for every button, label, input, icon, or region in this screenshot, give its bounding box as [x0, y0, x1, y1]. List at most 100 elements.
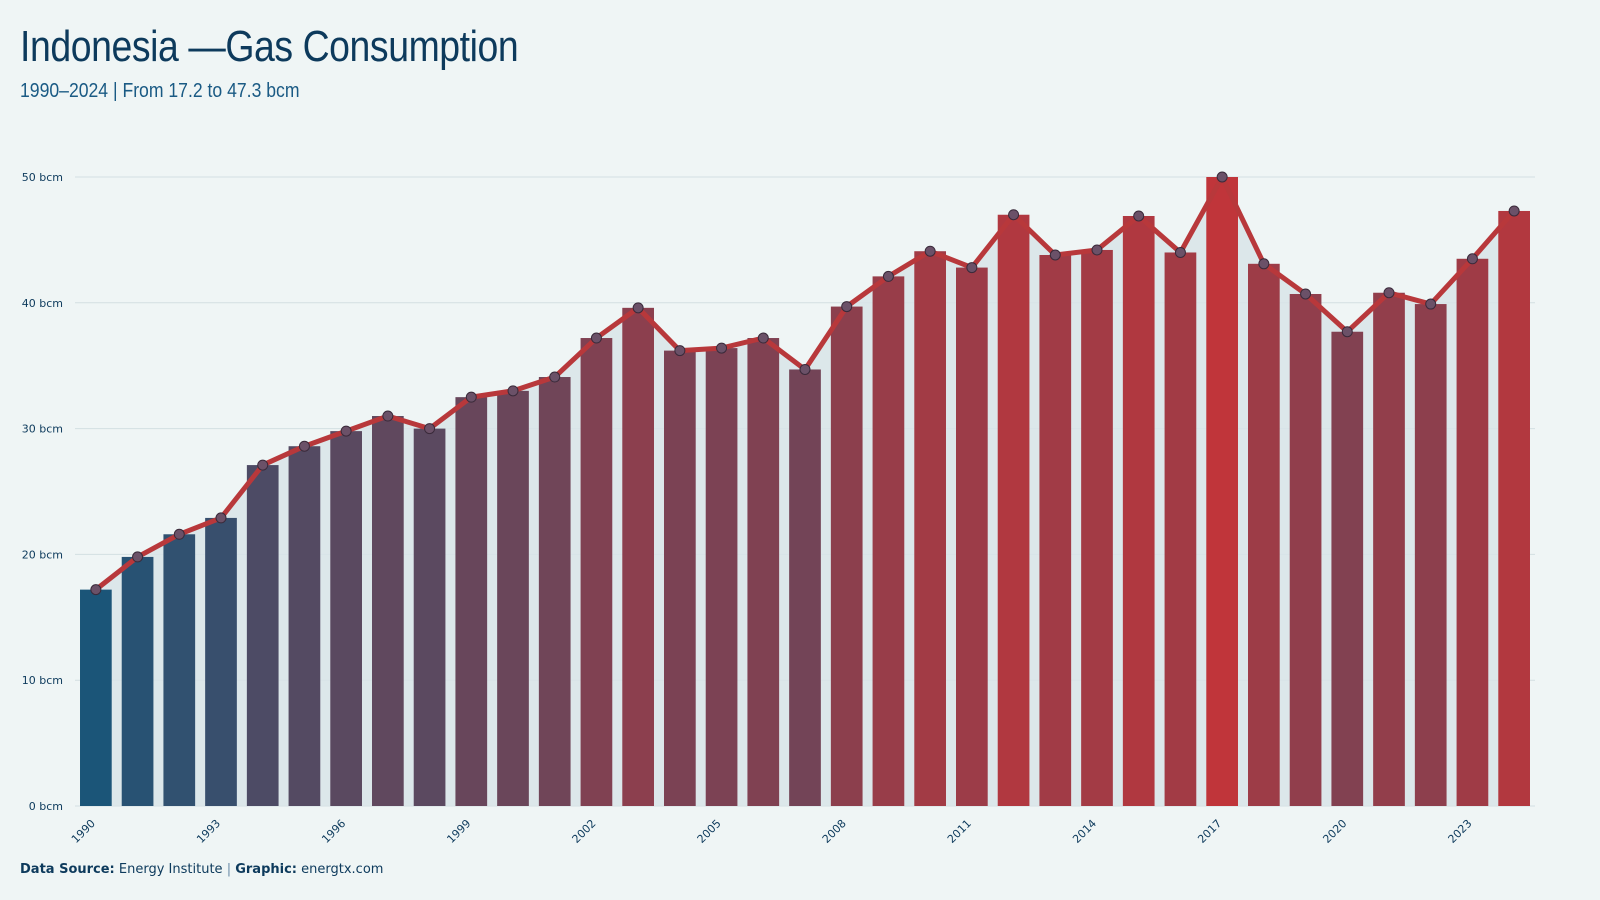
- x-tick-label: 1996: [319, 817, 348, 846]
- markers: [90, 171, 1520, 596]
- data-point: [1425, 298, 1437, 310]
- bar: [455, 397, 488, 806]
- bar: [1498, 210, 1530, 806]
- bar: [1081, 249, 1113, 807]
- y-tick-label: 20 bcm: [22, 548, 63, 561]
- data-point: [257, 459, 269, 471]
- x-tick-label: 1993: [194, 817, 223, 846]
- x-tick-label: 2023: [1446, 817, 1475, 846]
- data-point: [799, 363, 811, 375]
- bar: [330, 431, 362, 806]
- footer-source-value: Energy Institute: [118, 862, 223, 877]
- data-point: [674, 345, 686, 357]
- x-tick-label: 2005: [695, 817, 724, 846]
- bar: [580, 338, 613, 806]
- bar: [1414, 304, 1447, 806]
- x-tick-label: 2008: [820, 817, 849, 846]
- data-point: [1466, 253, 1478, 265]
- bar: [246, 465, 279, 806]
- data-point: [1174, 246, 1186, 258]
- bar: [956, 267, 988, 806]
- chart-subtitle: 1990–2024 | From 17.2 to 47.3 bcm: [20, 80, 300, 102]
- x-tick-label: 2017: [1195, 817, 1224, 846]
- bar: [1373, 292, 1405, 807]
- bar: [872, 276, 905, 807]
- bar: [497, 390, 529, 806]
- footer-source-label: Data Source:: [20, 862, 115, 877]
- bar: [1206, 177, 1238, 806]
- bar: [121, 556, 154, 806]
- bar: [1456, 258, 1489, 806]
- data-point: [1258, 258, 1270, 270]
- data-point: [1049, 249, 1061, 261]
- data-point: [465, 391, 477, 403]
- bar: [914, 251, 946, 807]
- bar: [538, 377, 571, 806]
- data-point: [924, 245, 936, 257]
- data-point: [1300, 288, 1312, 300]
- bar: [997, 214, 1030, 807]
- footer: Data Source: Energy Institute | Graphic:…: [20, 862, 383, 877]
- bar: [1248, 263, 1280, 806]
- data-point: [1341, 326, 1353, 338]
- y-tick-label: 0 bcm: [29, 800, 63, 813]
- data-point: [90, 584, 102, 596]
- bar: [1164, 252, 1197, 807]
- data-point: [215, 512, 227, 524]
- bar: [1122, 215, 1155, 807]
- bar: [830, 306, 863, 806]
- bar: [1039, 254, 1072, 807]
- data-point: [298, 440, 310, 452]
- x-tick-label: 2002: [570, 817, 599, 846]
- y-axis-ticks: 0 bcm 10 bcm 20 bcm 30 bcm 40 bcm 50 bcm: [22, 171, 63, 813]
- bars: [80, 177, 1530, 807]
- footer-graphic-label: Graphic:: [235, 862, 297, 877]
- data-point: [590, 332, 602, 344]
- data-point: [507, 385, 519, 397]
- data-point: [882, 270, 894, 282]
- data-point: [1091, 244, 1103, 256]
- bar: [789, 369, 821, 806]
- x-tick-label: 1999: [444, 817, 473, 846]
- x-axis-ticks: 1990 1993 1996 1999 2002 2005 2008 2011 2014 2017…: [69, 817, 1475, 846]
- data-point: [966, 262, 978, 274]
- data-point: [132, 551, 144, 563]
- data-point: [841, 301, 853, 313]
- bar: [80, 589, 112, 806]
- data-point: [340, 425, 352, 437]
- x-tick-label: 2014: [1070, 817, 1099, 846]
- bar: [747, 338, 780, 806]
- data-point: [173, 528, 185, 540]
- footer-graphic-value: energtx.com: [301, 862, 384, 877]
- bar: [163, 534, 196, 806]
- y-tick-label: 40 bcm: [22, 297, 63, 310]
- data-point: [1216, 171, 1228, 183]
- data-point: [1133, 210, 1145, 222]
- data-point: [1383, 287, 1395, 299]
- chart-title: Indonesia —Gas Consumption: [20, 22, 519, 71]
- footer-separator: |: [226, 862, 232, 877]
- bar: [413, 428, 446, 806]
- data-point: [757, 332, 769, 344]
- bar: [1331, 331, 1364, 806]
- bar: [622, 307, 654, 806]
- y-tick-label: 50 bcm: [22, 171, 63, 184]
- y-tick-label: 30 bcm: [22, 423, 63, 436]
- bar: [205, 517, 237, 806]
- x-tick-label: 2011: [945, 817, 974, 846]
- data-point: [632, 302, 644, 314]
- bar: [664, 350, 696, 806]
- x-tick-label: 1990: [69, 817, 98, 846]
- data-point: [382, 410, 394, 422]
- data-point: [1508, 205, 1520, 217]
- data-point: [716, 342, 728, 354]
- bar: [372, 416, 404, 806]
- bar: [1289, 293, 1322, 806]
- y-tick-label: 10 bcm: [22, 674, 63, 687]
- data-point: [1008, 209, 1020, 221]
- data-point: [549, 371, 561, 383]
- bar: [705, 348, 738, 806]
- bar: [288, 446, 321, 806]
- data-point: [424, 423, 436, 435]
